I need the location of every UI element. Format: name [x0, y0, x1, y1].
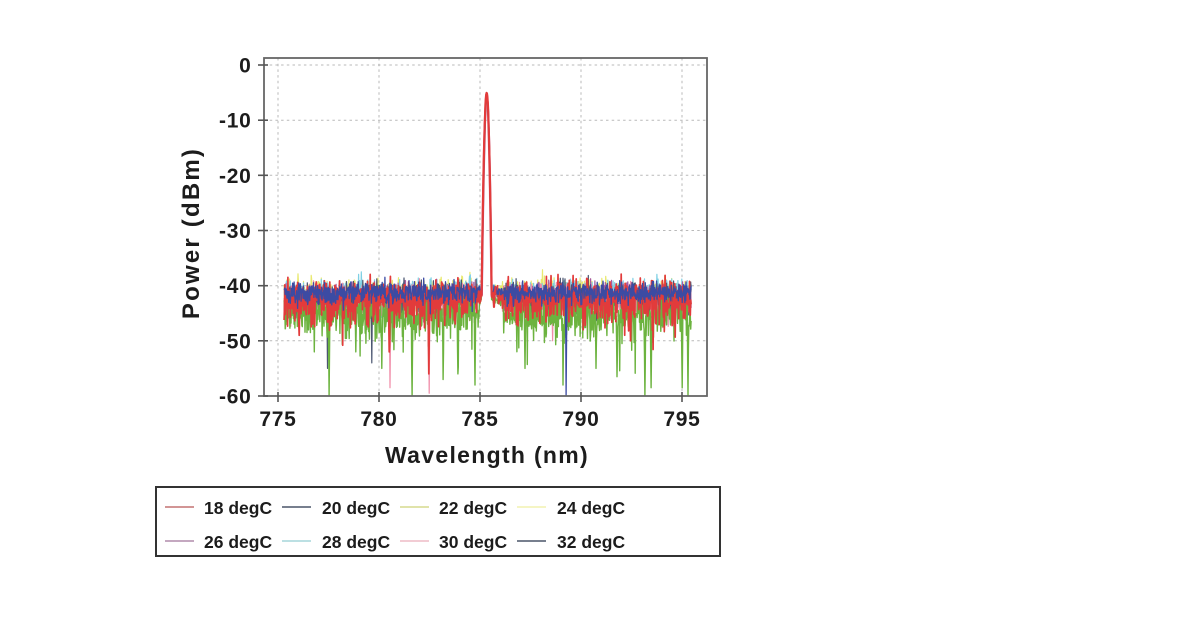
svg-text:18 degC: 18 degC — [204, 498, 272, 518]
svg-text:22 degC: 22 degC — [439, 498, 507, 518]
svg-text:28 degC: 28 degC — [322, 532, 390, 552]
svg-text:26 degC: 26 degC — [204, 532, 272, 552]
svg-text:-60: -60 — [219, 386, 251, 409]
svg-text:785: 785 — [461, 408, 498, 431]
svg-text:795: 795 — [663, 408, 700, 431]
svg-text:Wavelength (nm): Wavelength (nm) — [385, 442, 589, 468]
svg-text:32 degC: 32 degC — [557, 532, 625, 552]
svg-text:780: 780 — [360, 408, 397, 431]
svg-text:20 degC: 20 degC — [322, 498, 390, 518]
svg-text:-50: -50 — [219, 330, 251, 353]
svg-text:24 degC: 24 degC — [557, 498, 625, 518]
svg-text:0: 0 — [239, 55, 251, 78]
svg-text:Power (dBm): Power (dBm) — [178, 147, 205, 319]
svg-text:-30: -30 — [219, 220, 251, 243]
svg-text:790: 790 — [562, 408, 599, 431]
svg-text:30 degC: 30 degC — [439, 532, 507, 552]
svg-text:-20: -20 — [219, 165, 251, 188]
svg-text:-10: -10 — [219, 110, 251, 133]
svg-text:775: 775 — [259, 408, 296, 431]
svg-text:-40: -40 — [219, 275, 251, 298]
